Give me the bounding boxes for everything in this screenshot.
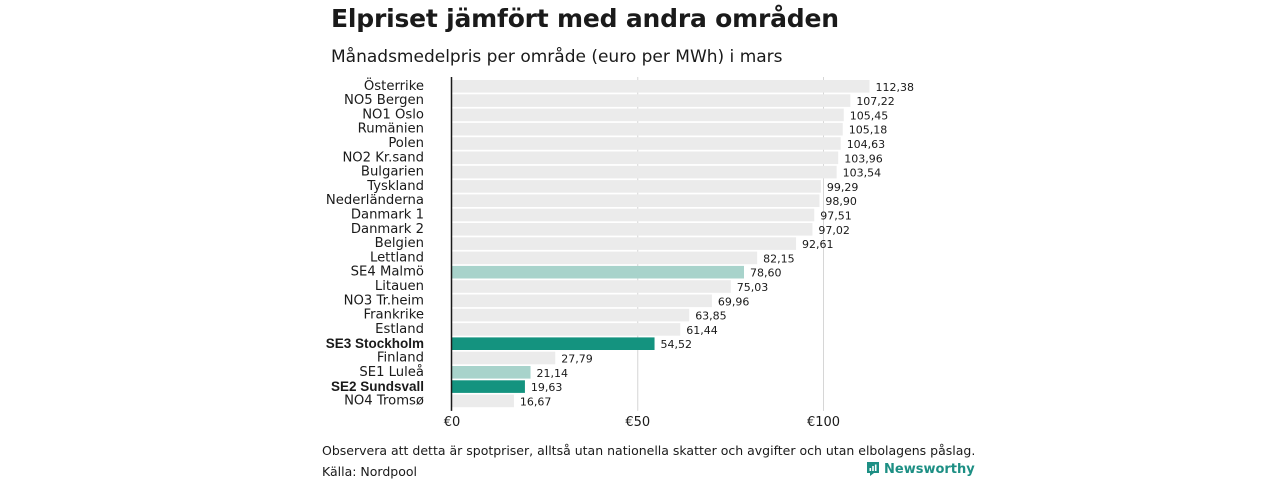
- footnote: Observera att detta är spotpriser, allts…: [322, 443, 976, 458]
- value-label: 27,79: [561, 353, 593, 366]
- value-label: 97,51: [820, 210, 852, 223]
- source-label: Källa: Nordpool: [322, 464, 417, 479]
- bar: [452, 208, 815, 222]
- bar: [452, 122, 843, 136]
- bar: [452, 351, 556, 365]
- category-label: Polen: [388, 136, 424, 151]
- category-label: Lettland: [370, 250, 424, 265]
- value-label: 21,14: [537, 367, 569, 380]
- category-label: NO3 Tr.heim: [344, 293, 424, 308]
- category-label: SE1 Luleå: [359, 363, 424, 380]
- bar: [452, 308, 690, 322]
- x-tick-label: €0: [444, 415, 461, 430]
- category-label: Tyskland: [366, 179, 424, 194]
- value-label: 97,02: [818, 224, 850, 237]
- bar: [452, 380, 525, 393]
- value-label: 99,29: [827, 181, 859, 194]
- bar: [452, 80, 870, 93]
- bar-chart: Österrike 112,38 NO5 Bergen 107,22 NO1 Oslo 1…: [326, 76, 914, 430]
- bar: [452, 137, 841, 150]
- bar: [452, 180, 821, 193]
- bar: [452, 94, 851, 107]
- bar: [452, 251, 758, 265]
- category-label: SE4 Malmö: [351, 265, 424, 280]
- value-label: 75,03: [737, 281, 769, 294]
- value-label: 103,96: [844, 152, 883, 165]
- category-label: Danmark 1: [351, 208, 424, 223]
- category-label: NO2 Kr.sand: [342, 150, 424, 165]
- bar: [452, 237, 797, 250]
- category-label: NO5 Bergen: [344, 93, 424, 108]
- value-label: 78,60: [750, 267, 782, 280]
- bar: [452, 323, 681, 336]
- value-label: 112,38: [875, 81, 914, 94]
- category-label: Nederländerna: [326, 193, 424, 208]
- chart-subtitle: Månadsmedelpris per område (euro per MWh…: [331, 47, 783, 67]
- category-label: Danmark 2: [351, 222, 424, 237]
- category-label: Bulgarien: [361, 165, 424, 180]
- brand[interactable]: Newsworthy: [866, 461, 975, 477]
- bar: [452, 294, 712, 308]
- bar: [452, 194, 820, 207]
- category-label: SE2 Sundsvall: [331, 379, 424, 394]
- value-label: 98,90: [825, 195, 857, 208]
- newsworthy-logo-icon: [867, 462, 879, 476]
- value-label: 61,44: [686, 324, 718, 337]
- bar: [452, 265, 744, 279]
- value-label: 104,63: [847, 138, 886, 151]
- category-label: Österrike: [364, 76, 424, 94]
- bar: [452, 223, 813, 236]
- bar: [452, 108, 844, 122]
- bar: [452, 151, 839, 165]
- value-label: 107,22: [856, 95, 895, 108]
- bar: [452, 337, 655, 350]
- category-label: Rumänien: [358, 122, 424, 137]
- bar: [452, 394, 514, 408]
- x-tick-label: €50: [625, 415, 650, 430]
- category-label: NO1 Oslo: [362, 107, 424, 122]
- brand-name: Newsworthy: [884, 461, 975, 477]
- chart-title: Elpriset jämfört med andra områden: [331, 4, 839, 33]
- value-label: 54,52: [661, 338, 693, 351]
- bar: [452, 165, 837, 179]
- category-label: Finland: [377, 351, 424, 366]
- value-label: 105,45: [850, 109, 889, 122]
- category-label: Litauen: [375, 279, 424, 294]
- category-label: SE3 Stockholm: [326, 336, 424, 351]
- value-label: 16,67: [520, 395, 552, 408]
- category-label: Frankrike: [364, 308, 425, 323]
- x-tick-label: €100: [807, 415, 840, 430]
- value-label: 82,15: [763, 252, 795, 265]
- category-label: Estland: [375, 322, 424, 337]
- value-label: 63,85: [695, 310, 727, 323]
- category-label: Belgien: [375, 236, 424, 251]
- bar: [452, 366, 531, 379]
- bar: [452, 280, 731, 293]
- category-label: NO4 Tromsø: [344, 393, 424, 408]
- value-label: 19,63: [531, 381, 563, 394]
- value-label: 92,61: [802, 238, 834, 251]
- value-label: 103,54: [843, 167, 882, 180]
- value-label: 69,96: [718, 295, 750, 308]
- value-label: 105,18: [849, 124, 888, 137]
